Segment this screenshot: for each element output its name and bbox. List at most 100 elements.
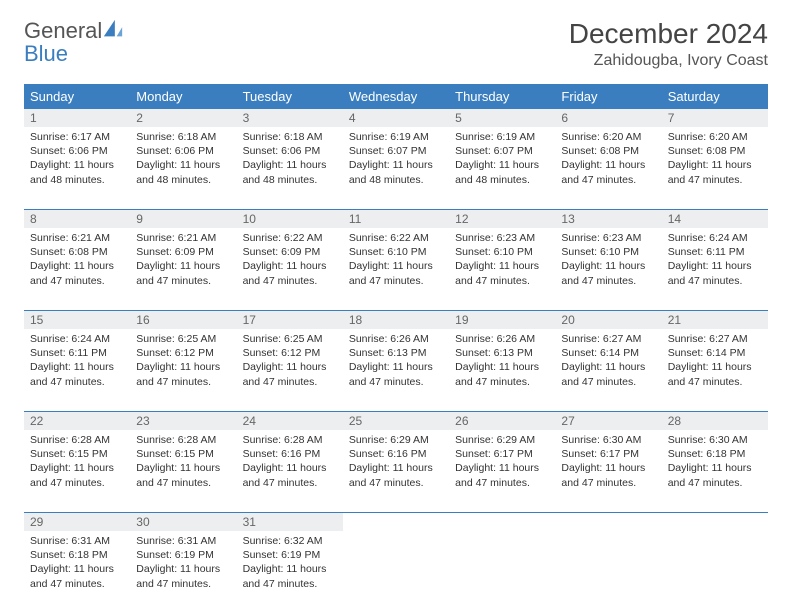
day-number-row: 1234567 <box>24 109 768 127</box>
daylight-text-1: Daylight: 11 hours <box>243 461 337 475</box>
day-cell: Sunrise: 6:20 AMSunset: 6:08 PMDaylight:… <box>555 127 661 209</box>
daylight-text-2: and 47 minutes. <box>30 577 124 591</box>
daylight-text-1: Daylight: 11 hours <box>243 562 337 576</box>
sunset-text: Sunset: 6:17 PM <box>561 447 655 461</box>
day-number: 4 <box>343 109 449 127</box>
daylight-text-1: Daylight: 11 hours <box>455 461 549 475</box>
daylight-text-2: and 47 minutes. <box>561 375 655 389</box>
day-cell: Sunrise: 6:17 AMSunset: 6:06 PMDaylight:… <box>24 127 130 209</box>
weekday-label: Friday <box>555 84 661 109</box>
sunrise-text: Sunrise: 6:26 AM <box>455 332 549 346</box>
day-number: 6 <box>555 109 661 127</box>
daylight-text-1: Daylight: 11 hours <box>455 360 549 374</box>
day-number: 26 <box>449 412 555 430</box>
daylight-text-2: and 47 minutes. <box>668 173 762 187</box>
day-number <box>343 513 449 531</box>
day-cell: Sunrise: 6:28 AMSunset: 6:15 PMDaylight:… <box>24 430 130 512</box>
sunset-text: Sunset: 6:14 PM <box>668 346 762 360</box>
day-number: 23 <box>130 412 236 430</box>
sunset-text: Sunset: 6:12 PM <box>136 346 230 360</box>
sunset-text: Sunset: 6:11 PM <box>30 346 124 360</box>
sunset-text: Sunset: 6:13 PM <box>349 346 443 360</box>
day-cell <box>555 531 661 613</box>
sunset-text: Sunset: 6:16 PM <box>243 447 337 461</box>
day-number <box>449 513 555 531</box>
sunset-text: Sunset: 6:06 PM <box>136 144 230 158</box>
sunrise-text: Sunrise: 6:21 AM <box>136 231 230 245</box>
daylight-text-2: and 47 minutes. <box>561 274 655 288</box>
daylight-text-2: and 47 minutes. <box>243 375 337 389</box>
day-cell: Sunrise: 6:19 AMSunset: 6:07 PMDaylight:… <box>449 127 555 209</box>
sunset-text: Sunset: 6:13 PM <box>455 346 549 360</box>
day-body-row: Sunrise: 6:28 AMSunset: 6:15 PMDaylight:… <box>24 430 768 512</box>
sunrise-text: Sunrise: 6:18 AM <box>243 130 337 144</box>
daylight-text-1: Daylight: 11 hours <box>668 360 762 374</box>
sunrise-text: Sunrise: 6:27 AM <box>668 332 762 346</box>
day-number: 13 <box>555 210 661 228</box>
daylight-text-2: and 47 minutes. <box>455 476 549 490</box>
daylight-text-1: Daylight: 11 hours <box>136 562 230 576</box>
daylight-text-1: Daylight: 11 hours <box>30 259 124 273</box>
day-cell <box>662 531 768 613</box>
day-number: 24 <box>237 412 343 430</box>
day-cell: Sunrise: 6:27 AMSunset: 6:14 PMDaylight:… <box>662 329 768 411</box>
daylight-text-2: and 47 minutes. <box>136 375 230 389</box>
day-cell: Sunrise: 6:28 AMSunset: 6:16 PMDaylight:… <box>237 430 343 512</box>
day-cell: Sunrise: 6:26 AMSunset: 6:13 PMDaylight:… <box>343 329 449 411</box>
daylight-text-2: and 47 minutes. <box>136 577 230 591</box>
day-cell: Sunrise: 6:29 AMSunset: 6:17 PMDaylight:… <box>449 430 555 512</box>
sunrise-text: Sunrise: 6:28 AM <box>136 433 230 447</box>
sunset-text: Sunset: 6:09 PM <box>243 245 337 259</box>
sunset-text: Sunset: 6:14 PM <box>561 346 655 360</box>
daylight-text-1: Daylight: 11 hours <box>455 259 549 273</box>
daylight-text-2: and 47 minutes. <box>668 375 762 389</box>
sunset-text: Sunset: 6:12 PM <box>243 346 337 360</box>
daylight-text-1: Daylight: 11 hours <box>455 158 549 172</box>
daylight-text-1: Daylight: 11 hours <box>30 461 124 475</box>
sunrise-text: Sunrise: 6:19 AM <box>349 130 443 144</box>
daylight-text-1: Daylight: 11 hours <box>243 158 337 172</box>
day-number: 16 <box>130 311 236 329</box>
logo-sail-icon <box>102 18 124 40</box>
daylight-text-1: Daylight: 11 hours <box>136 259 230 273</box>
day-cell: Sunrise: 6:18 AMSunset: 6:06 PMDaylight:… <box>130 127 236 209</box>
sunrise-text: Sunrise: 6:25 AM <box>243 332 337 346</box>
daylight-text-2: and 47 minutes. <box>136 274 230 288</box>
sunrise-text: Sunrise: 6:22 AM <box>349 231 443 245</box>
week: 1234567Sunrise: 6:17 AMSunset: 6:06 PMDa… <box>24 109 768 209</box>
day-cell: Sunrise: 6:21 AMSunset: 6:09 PMDaylight:… <box>130 228 236 310</box>
sunrise-text: Sunrise: 6:31 AM <box>30 534 124 548</box>
sunset-text: Sunset: 6:19 PM <box>136 548 230 562</box>
sunrise-text: Sunrise: 6:29 AM <box>349 433 443 447</box>
day-cell: Sunrise: 6:23 AMSunset: 6:10 PMDaylight:… <box>555 228 661 310</box>
sunset-text: Sunset: 6:11 PM <box>668 245 762 259</box>
weekday-label: Wednesday <box>343 84 449 109</box>
sunrise-text: Sunrise: 6:24 AM <box>668 231 762 245</box>
sunset-text: Sunset: 6:10 PM <box>349 245 443 259</box>
sunrise-text: Sunrise: 6:18 AM <box>136 130 230 144</box>
sunrise-text: Sunrise: 6:31 AM <box>136 534 230 548</box>
day-number: 5 <box>449 109 555 127</box>
sunset-text: Sunset: 6:07 PM <box>455 144 549 158</box>
week: 15161718192021Sunrise: 6:24 AMSunset: 6:… <box>24 310 768 411</box>
sunrise-text: Sunrise: 6:23 AM <box>455 231 549 245</box>
day-cell: Sunrise: 6:28 AMSunset: 6:15 PMDaylight:… <box>130 430 236 512</box>
day-cell: Sunrise: 6:26 AMSunset: 6:13 PMDaylight:… <box>449 329 555 411</box>
logo: General Blue <box>24 18 124 66</box>
daylight-text-2: and 47 minutes. <box>243 577 337 591</box>
day-cell: Sunrise: 6:30 AMSunset: 6:17 PMDaylight:… <box>555 430 661 512</box>
weekday-label: Monday <box>130 84 236 109</box>
sunrise-text: Sunrise: 6:26 AM <box>349 332 443 346</box>
day-cell: Sunrise: 6:30 AMSunset: 6:18 PMDaylight:… <box>662 430 768 512</box>
day-number: 15 <box>24 311 130 329</box>
day-cell: Sunrise: 6:25 AMSunset: 6:12 PMDaylight:… <box>130 329 236 411</box>
sunrise-text: Sunrise: 6:22 AM <box>243 231 337 245</box>
day-number: 10 <box>237 210 343 228</box>
day-cell <box>449 531 555 613</box>
weekday-label: Saturday <box>662 84 768 109</box>
daylight-text-1: Daylight: 11 hours <box>349 360 443 374</box>
day-number: 7 <box>662 109 768 127</box>
sunset-text: Sunset: 6:15 PM <box>30 447 124 461</box>
sunrise-text: Sunrise: 6:24 AM <box>30 332 124 346</box>
daylight-text-1: Daylight: 11 hours <box>30 158 124 172</box>
